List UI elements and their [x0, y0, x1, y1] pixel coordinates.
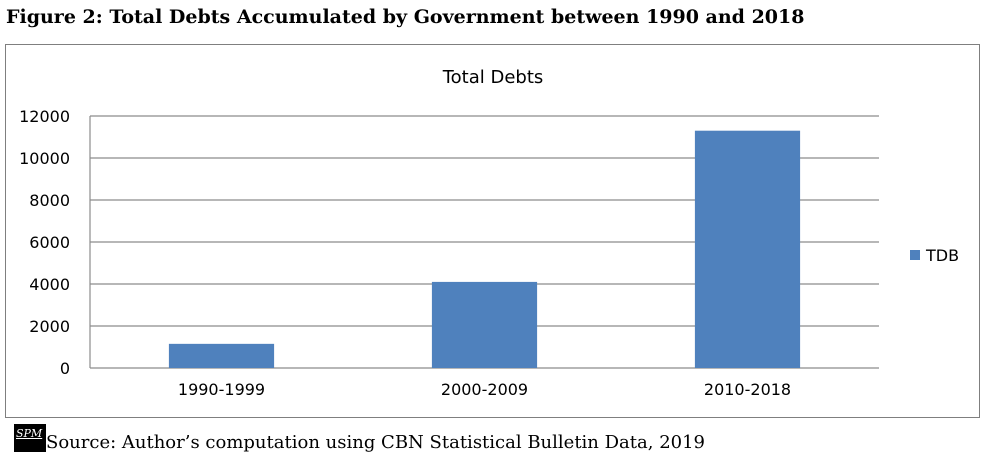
- bar-chart: Total Debts 0 2000 4000 6000 8000 10000 12000 19…: [19, 67, 959, 399]
- legend-swatch: [910, 250, 920, 260]
- source-line: SPM Source: Author’s computation using C…: [14, 424, 705, 454]
- spm-logo: SPM: [14, 424, 46, 452]
- x-tick-label: 1990-1999: [178, 380, 265, 399]
- y-tick-label: 6000: [29, 233, 70, 252]
- source-text: Source: Author’s computation using CBN S…: [46, 432, 706, 453]
- y-tick-label: 0: [60, 359, 70, 378]
- y-tick-label: 4000: [29, 275, 70, 294]
- x-tick-label: 2000-2009: [441, 380, 528, 399]
- figure-title: Figure 2: Total Debts Accumulated by Gov…: [6, 6, 805, 28]
- y-tick-label: 8000: [29, 191, 70, 210]
- chart-frame: Total Debts 0 2000 4000 6000 8000 10000 12000 19…: [5, 44, 980, 418]
- y-tick-label: 10000: [19, 149, 70, 168]
- y-tick-label: 2000: [29, 317, 70, 336]
- y-tick-label: 12000: [19, 107, 70, 126]
- x-tick-label: 2010-2018: [704, 380, 791, 399]
- chart-title: Total Debts: [442, 67, 544, 88]
- legend-label: TDB: [925, 246, 959, 265]
- bar-2000-2009: [431, 281, 538, 368]
- bar-1990-1999: [168, 343, 275, 368]
- bar-2010-2018: [694, 130, 801, 368]
